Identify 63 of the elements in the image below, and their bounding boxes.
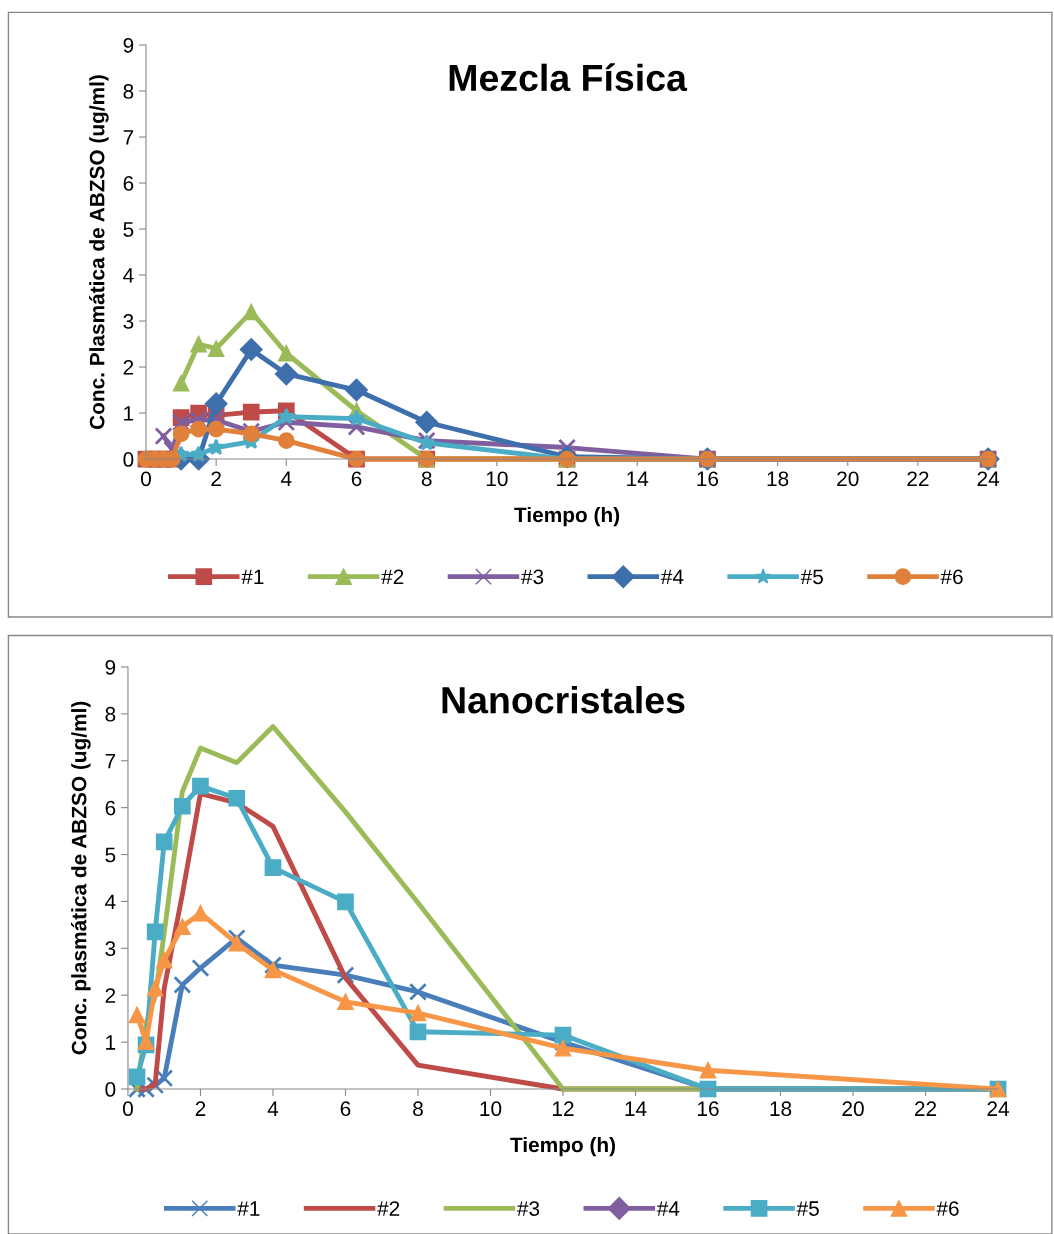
x-tick-label: 20 xyxy=(837,471,859,487)
y-tick-label: 4 xyxy=(105,894,116,909)
y-tick-label: 5 xyxy=(123,222,134,237)
y-tick-label: 9 xyxy=(105,659,116,675)
legend-label: #1 xyxy=(237,1201,260,1216)
x-tick-label: 4 xyxy=(281,471,292,486)
legend-label: #2 xyxy=(381,569,404,584)
x-tick-label: 2 xyxy=(211,471,221,486)
x-tick-label: 20 xyxy=(842,1101,864,1117)
legend-label: #3 xyxy=(517,1201,540,1216)
y-tick-label: 7 xyxy=(123,130,134,145)
x-tick-label: 24 xyxy=(977,471,1000,486)
legend-label: #5 xyxy=(796,1201,819,1216)
legend-label: #6 xyxy=(936,1201,959,1216)
y-tick-label: 3 xyxy=(123,314,134,329)
x-tick-label: 14 xyxy=(627,471,649,486)
legend-label: #5 xyxy=(800,569,823,585)
x-tick-label: 4 xyxy=(267,1101,279,1116)
x-tick-label: 6 xyxy=(351,471,362,487)
y-tick-label: 3 xyxy=(105,941,116,957)
x-tick-label: 12 xyxy=(557,471,578,486)
legend-label: #2 xyxy=(377,1201,400,1216)
y-tick-label: 8 xyxy=(105,706,116,722)
y-tick-label: 1 xyxy=(124,406,134,421)
y-tick-label: 9 xyxy=(123,38,134,53)
x-tick-label: 6 xyxy=(340,1101,351,1117)
x-tick-label: 18 xyxy=(770,1101,792,1117)
y-tick-label: 6 xyxy=(105,800,116,816)
y-tick-label: 4 xyxy=(123,268,134,283)
x-tick-label: 22 xyxy=(907,471,929,486)
legend-label: #6 xyxy=(940,569,963,585)
y-tick-label: 5 xyxy=(105,847,116,863)
y-tick-label: 1 xyxy=(106,1035,116,1050)
x-tick-label: 24 xyxy=(987,1101,1010,1116)
x-tick-label: 8 xyxy=(413,1101,423,1117)
x-tick-label: 18 xyxy=(767,471,789,487)
x-tick-label: 12 xyxy=(553,1101,574,1116)
x-tick-label: 14 xyxy=(625,1101,647,1116)
y-tick-label: 2 xyxy=(123,360,134,375)
legend-label: #1 xyxy=(241,569,264,584)
x-axis-title: Tiempo (h) xyxy=(510,1136,616,1157)
x-tick-label: 16 xyxy=(698,1101,719,1117)
y-axis-title: Conc. Plasmática de ABZSO (ug/ml) xyxy=(89,75,109,430)
x-tick-label: 16 xyxy=(697,471,719,487)
legend-label: #4 xyxy=(660,569,684,584)
legend-label: #3 xyxy=(521,569,544,585)
x-tick-label: 8 xyxy=(421,471,432,487)
y-tick-label: 6 xyxy=(123,176,134,191)
x-tick-label: 0 xyxy=(141,471,151,487)
chart-title: Nanocristales xyxy=(442,685,685,714)
x-tick-label: 10 xyxy=(480,1101,502,1117)
x-tick-label: 2 xyxy=(195,1101,206,1116)
y-axis-title: Conc. plasmática de ABZSO (ug/ml) xyxy=(70,701,91,1055)
x-tick-label: 10 xyxy=(486,471,508,487)
y-tick-label: 8 xyxy=(123,84,134,99)
x-axis-title: Tiempo (h) xyxy=(514,506,620,527)
y-tick-label: 0 xyxy=(105,1082,116,1097)
y-tick-label: 2 xyxy=(105,988,116,1003)
y-tick-label: 0 xyxy=(123,452,134,467)
x-tick-label: 22 xyxy=(914,1101,937,1116)
legend-label: #4 xyxy=(656,1201,680,1216)
chart-title: Mezcla Física xyxy=(449,63,688,92)
y-tick-label: 7 xyxy=(105,753,116,769)
